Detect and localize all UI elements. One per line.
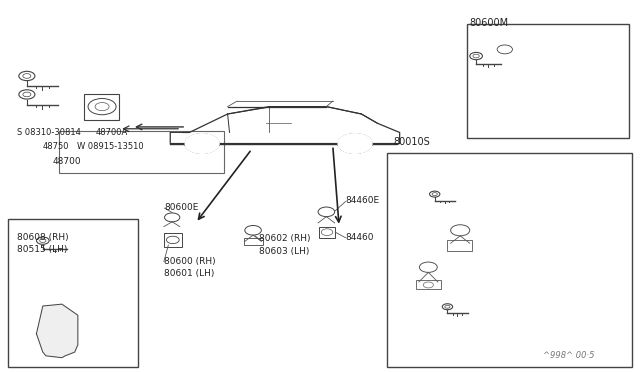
Text: 80010S: 80010S [394,137,430,147]
Text: 48750: 48750 [43,142,69,151]
Bar [319,227,335,238]
Text: 80602 (RH): 80602 (RH) [259,234,311,243]
Bar [447,240,472,251]
Bar [467,23,629,138]
Text: 80515 (LH): 80515 (LH) [17,246,68,254]
Bar [8,219,138,367]
Circle shape [338,134,372,153]
Circle shape [185,134,219,153]
Bar [387,153,632,367]
Bar [164,233,182,247]
Bar [244,238,262,245]
Text: 80603 (LH): 80603 (LH) [259,247,310,256]
Text: 84460E: 84460E [346,196,380,205]
Bar [59,131,225,173]
Text: 80601 (LH): 80601 (LH) [164,269,214,279]
Text: 84460: 84460 [346,232,374,241]
Text: 80600M: 80600M [470,18,509,28]
Text: ^998^ 00·5: ^998^ 00·5 [543,350,594,359]
Bar [84,94,119,119]
Text: 80600 (RH): 80600 (RH) [164,257,216,266]
Text: 80608 (RH): 80608 (RH) [17,232,69,241]
Text: S 08310-30814: S 08310-30814 [17,128,81,137]
Bar [415,280,441,289]
Text: 48700: 48700 [52,157,81,166]
Polygon shape [36,304,78,358]
Text: 48700A: 48700A [96,128,128,137]
Text: 80600E: 80600E [164,203,199,212]
Text: W 08915-13510: W 08915-13510 [77,142,143,151]
